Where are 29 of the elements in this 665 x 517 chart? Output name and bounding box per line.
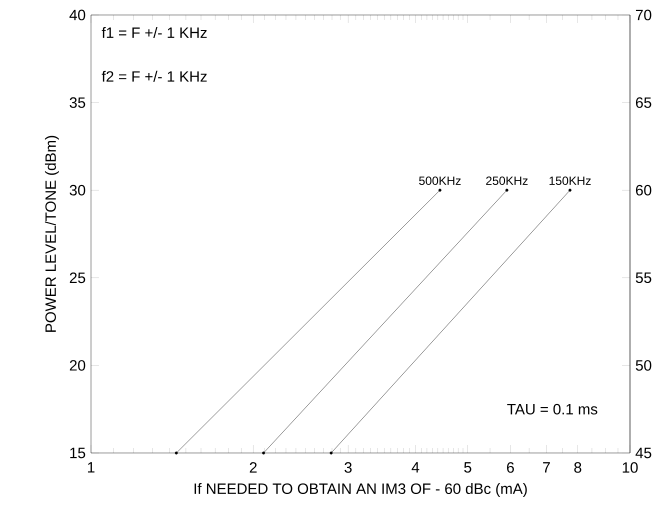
series-label: 150KHz: [550, 176, 591, 185]
x-tick-label: 2: [250, 462, 257, 473]
annotation: TAU = 0.1 ms: [507, 404, 598, 414]
series-label: 500KHz: [419, 176, 461, 185]
y2-tick-label: 55: [636, 272, 652, 284]
y-tick-label: 15: [70, 448, 86, 458]
y-tick-label: 20: [70, 360, 86, 371]
y2-tick-label: 70: [636, 10, 652, 20]
x-tick-label: 7: [543, 462, 550, 473]
y2-tick-label: 45: [636, 448, 652, 458]
x-tick-label: 5: [464, 462, 472, 473]
y-tick-label: 35: [70, 97, 86, 108]
x-axis-title: If NEEDED TO OBTAIN AN IM3 OF - 60 dBc (mA): [194, 483, 527, 497]
y-tick-label: 40: [69, 10, 86, 20]
x-tick-label: 8: [574, 462, 582, 473]
y2-tick-label: 65: [636, 97, 652, 108]
y-axis-title: POWER LEVEL/TONE (dBm): [44, 136, 59, 332]
x-tick-label: 1: [88, 462, 94, 473]
annotation: f1 = F +/- 1 KHz: [102, 27, 207, 38]
x-tick-label: 4: [412, 462, 420, 473]
x-tick-label: 6: [507, 462, 514, 473]
x-tick-label: 3: [344, 462, 352, 473]
series-label: 250KHz: [486, 176, 528, 185]
y2-tick-label: 50: [636, 360, 652, 371]
annotation: f2 = F +/- 1 KHz: [102, 70, 207, 82]
y2-tick-label: 60: [636, 184, 652, 196]
y-tick-label: 30: [70, 184, 86, 196]
y-tick-label: 25: [70, 272, 86, 284]
x-tick-label: 10: [622, 462, 638, 473]
